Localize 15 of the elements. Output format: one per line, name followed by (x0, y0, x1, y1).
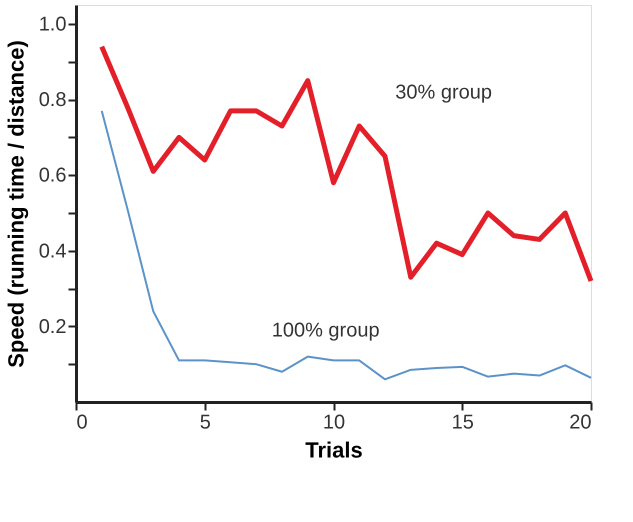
y-tick-label: 1.0 (38, 13, 66, 36)
x-axis-title: Trials (305, 438, 363, 462)
y-axis-title: Speed (running time / distance) (4, 40, 29, 368)
line-series (100, 110, 592, 380)
y-tick-label: 0.6 (38, 164, 66, 187)
y-tick-label: 0.4 (38, 240, 66, 262)
series-label: 100% group (272, 320, 380, 342)
x-tick-label: 5 (200, 412, 211, 434)
x-tick-label: 15 (452, 412, 474, 434)
text: 30% group (395, 81, 492, 104)
x-tick-label: 10 (322, 412, 346, 434)
y-tick-label: 0.8 (38, 89, 66, 112)
x-tick-label: 0 (76, 412, 88, 434)
y-tick-label: 0.2 (38, 316, 66, 338)
x-tick-label: 20 (569, 412, 592, 434)
